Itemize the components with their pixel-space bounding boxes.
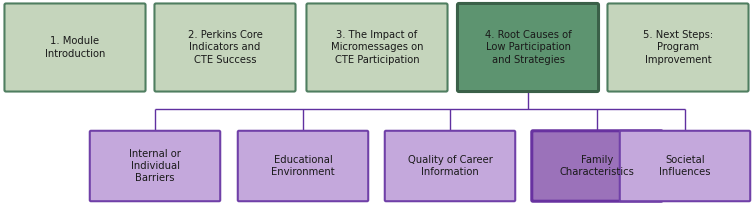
- Text: 2. Perkins Core
Indicators and
CTE Success: 2. Perkins Core Indicators and CTE Succe…: [187, 30, 263, 65]
- FancyBboxPatch shape: [155, 4, 295, 92]
- FancyBboxPatch shape: [620, 131, 750, 201]
- Text: Family
Characteristics: Family Characteristics: [559, 155, 634, 177]
- Text: 3. The Impact of
Micromessages on
CTE Participation: 3. The Impact of Micromessages on CTE Pa…: [331, 30, 424, 65]
- Text: Societal
Influences: Societal Influences: [659, 155, 710, 177]
- FancyBboxPatch shape: [90, 131, 220, 201]
- Text: Educational
Environment: Educational Environment: [271, 155, 334, 177]
- FancyBboxPatch shape: [307, 4, 448, 92]
- Text: 4. Root Causes of
Low Participation
and Strategies: 4. Root Causes of Low Participation and …: [485, 30, 572, 65]
- Text: Quality of Career
Information: Quality of Career Information: [408, 155, 492, 177]
- FancyBboxPatch shape: [458, 4, 599, 92]
- Text: 1. Module
Introduction: 1. Module Introduction: [45, 36, 105, 59]
- Text: Internal or
Individual
Barriers: Internal or Individual Barriers: [129, 149, 181, 184]
- FancyBboxPatch shape: [532, 131, 662, 201]
- Text: 5. Next Steps:
Program
Improvement: 5. Next Steps: Program Improvement: [643, 30, 713, 65]
- FancyBboxPatch shape: [5, 4, 146, 92]
- FancyBboxPatch shape: [238, 131, 368, 201]
- FancyBboxPatch shape: [385, 131, 515, 201]
- FancyBboxPatch shape: [608, 4, 748, 92]
